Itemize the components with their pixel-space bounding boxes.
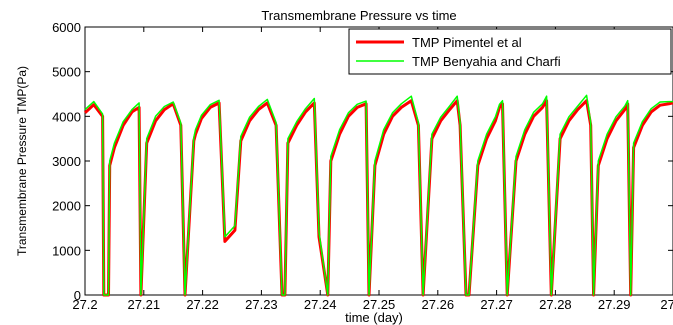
y-ticks: 0 1000 2000 3000 4000 5000 6000 bbox=[52, 20, 673, 303]
series-layer bbox=[83, 94, 673, 297]
y-tick-label: 3000 bbox=[52, 154, 81, 169]
x-tick-label: 27.23 bbox=[245, 297, 278, 312]
x-tick-label: 27.22 bbox=[186, 297, 219, 312]
x-tick-label: 27.3 bbox=[660, 297, 673, 312]
x-tick-label: 27.27 bbox=[480, 297, 513, 312]
legend-box bbox=[348, 28, 672, 75]
x-tick-label: 27.2 bbox=[72, 297, 97, 312]
x-tick-label: 27.29 bbox=[598, 297, 631, 312]
y-tick-label: 5000 bbox=[52, 65, 81, 80]
y-tick-label: 0 bbox=[74, 288, 81, 303]
y-tick-label: 2000 bbox=[52, 199, 81, 214]
y-tick-label: 6000 bbox=[52, 20, 81, 35]
legend-label-2: TMP Benyahia and Charfi bbox=[412, 54, 561, 69]
x-tick-label: 27.28 bbox=[539, 297, 572, 312]
chart-title: Transmembrane Pressure vs time bbox=[261, 8, 456, 23]
y-axis-label: Transmembrane Pressure TMP(Pa) bbox=[15, 66, 29, 256]
y-tick-label: 4000 bbox=[52, 109, 81, 124]
legend: TMP Pimentel et al TMP Benyahia and Charf… bbox=[348, 28, 672, 75]
series-line-2 bbox=[84, 94, 673, 296]
x-tick-label: 27.26 bbox=[422, 297, 455, 312]
x-axis-label: time (day) bbox=[345, 310, 403, 325]
legend-label-1: TMP Pimentel et al bbox=[412, 35, 522, 50]
x-ticks: 27.2 27.21 27.22 27.23 27.24 27.25 27.26 27.27 2… bbox=[72, 27, 673, 312]
y-tick-label: 1000 bbox=[52, 243, 81, 258]
x-tick-label: 27.21 bbox=[128, 297, 161, 312]
x-tick-label: 27.25 bbox=[363, 297, 396, 312]
x-tick-label: 27.24 bbox=[304, 297, 337, 312]
